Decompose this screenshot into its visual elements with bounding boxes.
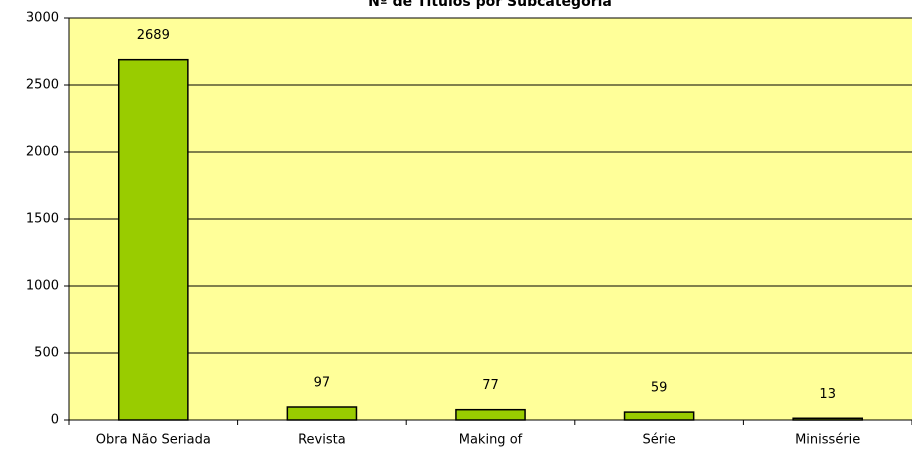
bar — [623, 411, 695, 421]
value-label: 97 — [314, 376, 331, 391]
value-label: 77 — [482, 378, 499, 393]
x-tick-label: Série — [642, 433, 675, 448]
value-label: 2689 — [137, 28, 170, 43]
chart-title: Nº de Títulos por Subcategoria — [368, 0, 612, 10]
bar — [286, 406, 358, 421]
x-tick-label: Revista — [298, 433, 346, 448]
y-tick-label: 1000 — [26, 279, 59, 294]
x-tick-label: Making of — [459, 433, 523, 448]
y-tick-label: 2500 — [26, 78, 59, 93]
y-tick-label: 3000 — [26, 11, 59, 26]
x-tick-label: Minissérie — [795, 433, 860, 448]
x-tick-label: Obra Não Seriada — [96, 433, 211, 448]
y-tick-label: 2000 — [26, 145, 59, 160]
y-tick-label: 0 — [51, 413, 59, 428]
y-tick-label: 500 — [34, 346, 59, 361]
y-tick-label: 1500 — [26, 212, 59, 227]
value-label: 13 — [819, 387, 836, 402]
bar — [455, 408, 526, 421]
bar — [792, 417, 864, 421]
value-label: 59 — [651, 381, 668, 396]
bar — [117, 58, 189, 421]
